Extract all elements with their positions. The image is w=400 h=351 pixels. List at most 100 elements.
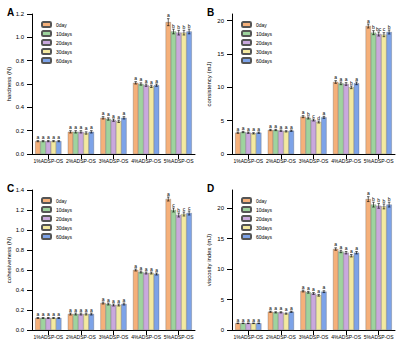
svg-text:consistency (mJ): consistency (mJ) — [206, 61, 212, 106]
svg-text:a: a — [112, 298, 115, 304]
svg-text:15: 15 — [217, 236, 224, 242]
svg-text:b: b — [383, 198, 386, 204]
svg-text:5%ADSP-OS: 5%ADSP-OS — [364, 334, 394, 340]
svg-text:a: a — [80, 124, 83, 130]
svg-text:B: B — [207, 7, 214, 18]
svg-text:a: a — [355, 76, 358, 82]
svg-text:5%ADSP-OS: 5%ADSP-OS — [164, 158, 194, 164]
svg-text:a: a — [167, 12, 170, 18]
svg-text:a: a — [123, 110, 126, 116]
svg-text:a: a — [302, 109, 305, 115]
svg-text:60days: 60days — [256, 234, 273, 240]
svg-text:0.4: 0.4 — [16, 287, 25, 293]
svg-text:1%ADSP-OS: 1%ADSP-OS — [233, 334, 263, 340]
svg-text:a: a — [52, 134, 55, 140]
svg-text:20days: 20days — [256, 216, 273, 222]
svg-text:a: a — [80, 307, 83, 313]
svg-text:a: a — [247, 126, 250, 132]
svg-text:30days: 30days — [56, 49, 73, 55]
svg-text:A: A — [7, 7, 14, 18]
svg-text:4%ADSP-OS: 4%ADSP-OS — [331, 334, 361, 340]
svg-text:c: c — [383, 26, 386, 32]
svg-text:3%ADSP-OS: 3%ADSP-OS — [99, 334, 129, 340]
svg-text:a: a — [269, 123, 272, 129]
svg-text:0.2: 0.2 — [16, 307, 25, 313]
svg-text:2%ADSP-OS: 2%ADSP-OS — [266, 158, 296, 164]
svg-text:30days: 30days — [56, 225, 73, 231]
svg-text:a: a — [252, 317, 255, 323]
svg-text:a: a — [274, 123, 277, 129]
svg-text:a: a — [139, 265, 142, 271]
svg-text:60days: 60days — [56, 234, 73, 240]
svg-text:60days: 60days — [256, 58, 273, 64]
svg-text:0day: 0day — [56, 22, 67, 28]
svg-text:a: a — [117, 114, 120, 120]
svg-text:a: a — [242, 125, 245, 131]
svg-text:2%ADSP-OS: 2%ADSP-OS — [66, 334, 96, 340]
svg-text:a: a — [285, 124, 288, 130]
svg-text:a: a — [102, 110, 105, 116]
svg-text:a: a — [145, 266, 148, 272]
svg-text:b: b — [372, 24, 375, 30]
svg-text:1.4: 1.4 — [16, 187, 25, 193]
svg-text:a: a — [345, 245, 348, 251]
svg-text:a: a — [69, 307, 72, 313]
svg-text:0.8: 0.8 — [16, 58, 25, 64]
svg-text:a: a — [57, 311, 60, 317]
svg-text:a: a — [47, 311, 50, 317]
svg-text:b: b — [188, 23, 191, 29]
svg-text:a: a — [36, 134, 39, 140]
svg-text:20: 20 — [217, 18, 224, 24]
svg-text:0.2: 0.2 — [16, 128, 25, 134]
svg-text:b: b — [183, 24, 186, 30]
svg-text:a: a — [47, 134, 50, 140]
svg-text:c: c — [188, 205, 191, 211]
svg-text:1.2: 1.2 — [16, 207, 25, 213]
svg-text:0.0: 0.0 — [16, 327, 25, 333]
svg-text:b: b — [177, 207, 180, 213]
svg-text:5: 5 — [221, 297, 225, 303]
svg-text:a: a — [339, 76, 342, 82]
svg-text:a: a — [345, 76, 348, 82]
svg-text:a: a — [102, 296, 105, 302]
svg-text:b: b — [350, 80, 353, 86]
svg-text:10days: 10days — [56, 31, 73, 37]
svg-text:15: 15 — [217, 51, 224, 57]
svg-text:a: a — [150, 79, 153, 85]
svg-text:a: a — [85, 125, 88, 131]
svg-text:a: a — [334, 241, 337, 247]
svg-text:10days: 10days — [256, 207, 273, 213]
svg-text:a: a — [367, 18, 370, 24]
svg-text:a: a — [145, 78, 148, 84]
svg-text:5%ADSP-OS: 5%ADSP-OS — [164, 334, 194, 340]
svg-text:60days: 60days — [56, 58, 73, 64]
svg-text:1%ADSP-OS: 1%ADSP-OS — [33, 158, 63, 164]
svg-text:1.2: 1.2 — [16, 11, 25, 17]
svg-text:a: a — [307, 285, 310, 291]
svg-text:0.0: 0.0 — [16, 151, 25, 157]
svg-text:2%ADSP-OS: 2%ADSP-OS — [266, 334, 296, 340]
svg-text:a: a — [85, 307, 88, 313]
svg-text:c: c — [172, 202, 175, 208]
svg-text:a: a — [167, 191, 170, 197]
svg-text:b: b — [388, 196, 391, 202]
svg-text:bc: bc — [376, 26, 382, 32]
svg-text:5: 5 — [221, 118, 225, 124]
svg-text:3%ADSP-OS: 3%ADSP-OS — [299, 334, 329, 340]
svg-text:a: a — [252, 126, 255, 132]
svg-text:a: a — [123, 297, 126, 303]
svg-text:a: a — [42, 311, 45, 317]
svg-text:hardness (N): hardness (N) — [6, 67, 12, 102]
svg-text:a: a — [134, 263, 137, 269]
svg-text:10: 10 — [217, 84, 224, 90]
svg-text:a: a — [112, 113, 115, 119]
svg-text:a: a — [107, 297, 110, 303]
svg-text:a: a — [247, 317, 250, 323]
svg-text:a: a — [274, 305, 277, 311]
svg-text:30days: 30days — [256, 225, 273, 231]
svg-text:0.6: 0.6 — [16, 81, 25, 87]
svg-text:a: a — [150, 266, 153, 272]
svg-text:a: a — [323, 110, 326, 116]
svg-text:a: a — [355, 245, 358, 251]
svg-text:D: D — [207, 183, 214, 194]
